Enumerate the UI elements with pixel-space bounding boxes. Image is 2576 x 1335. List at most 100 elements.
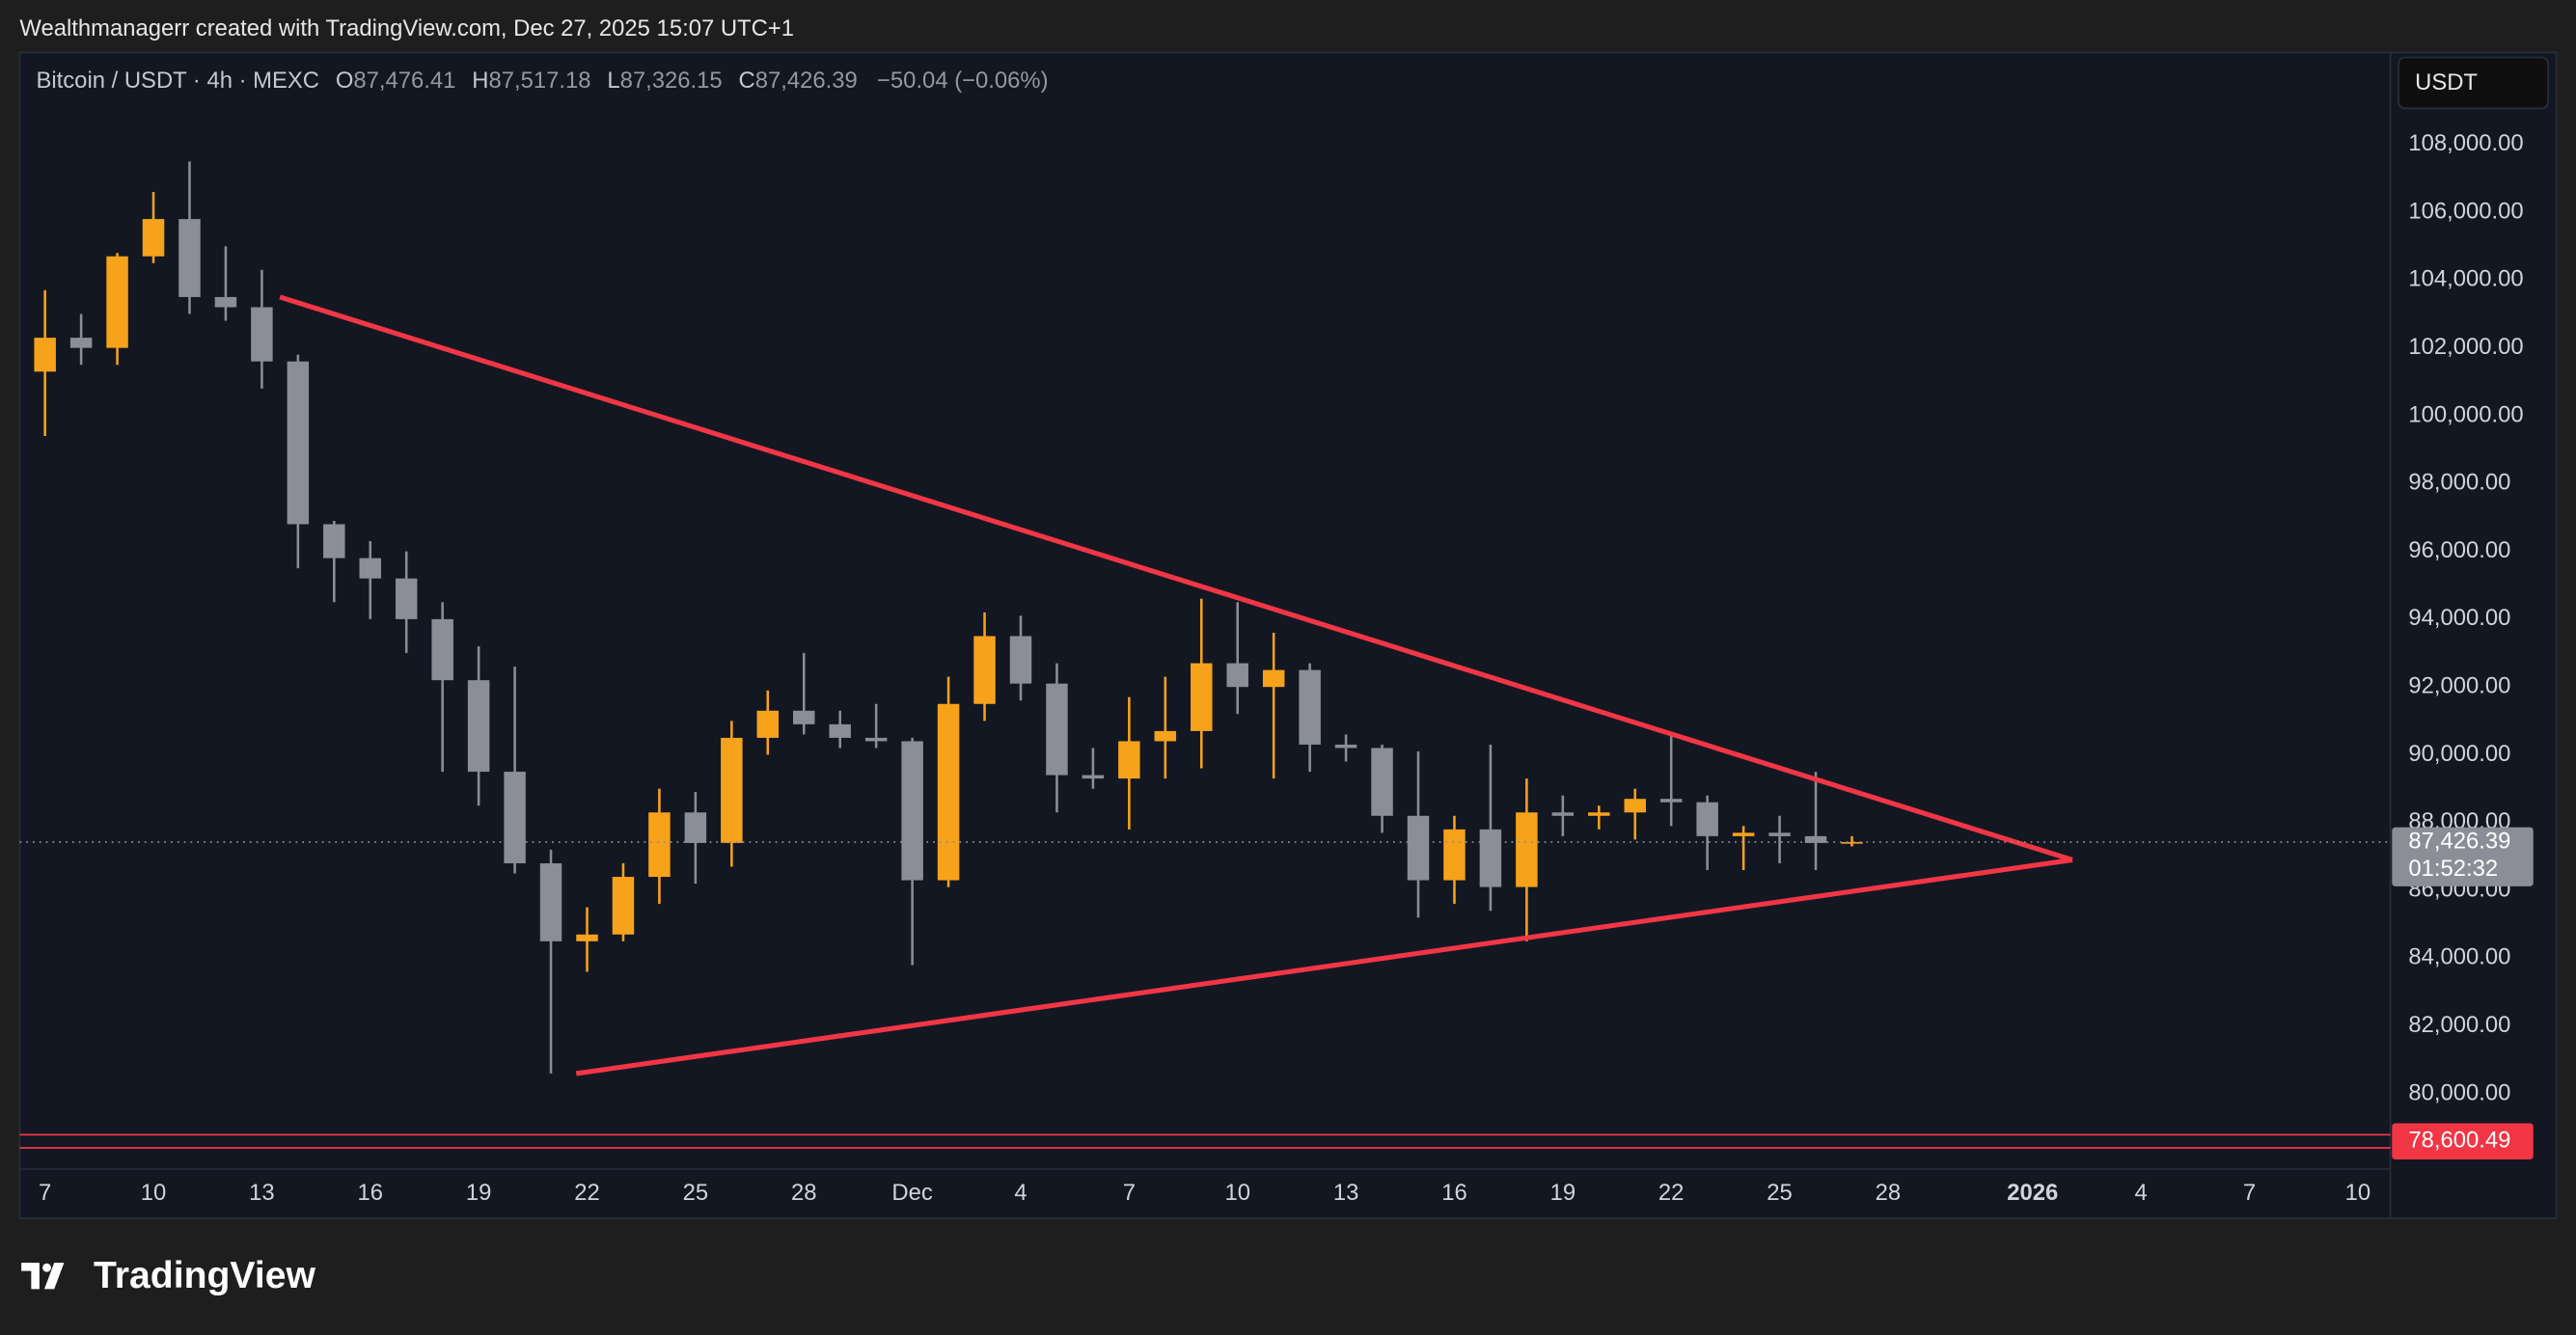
candle-body (1479, 829, 1502, 887)
x-tick-label: 10 (141, 1180, 167, 1206)
y-tick-label: 92,000.00 (2408, 672, 2510, 698)
legend: Bitcoin / USDT · 4h · MEXC O87,476.41 H8… (36, 68, 1048, 94)
last-price-countdown: 01:52:32 (2408, 856, 2498, 882)
candle-body (323, 524, 345, 559)
x-tick-label: 13 (249, 1180, 275, 1206)
legend-value: 87,476.41 (353, 68, 455, 94)
legend-value: 87,426.39 (755, 68, 858, 94)
candle-body (937, 703, 960, 881)
y-tick-label: 82,000.00 (2408, 1012, 2510, 1038)
legend-change: −50.04 (−0.06%) (877, 68, 1049, 94)
trend-line (279, 294, 2073, 862)
candle-body (69, 338, 93, 348)
last-price-label: 87,426.39 (2408, 828, 2510, 854)
y-tick-label: 102,000.00 (2408, 334, 2523, 360)
x-tick-label: 4 (1014, 1180, 1027, 1206)
candle-body (142, 219, 165, 257)
legend-label: C (739, 68, 755, 94)
x-tick-label: 7 (1123, 1180, 1136, 1206)
trend-line (575, 857, 2073, 1076)
x-tick-label: 22 (574, 1180, 600, 1206)
candle-body (1118, 741, 1140, 779)
x-tick-label: 28 (791, 1180, 817, 1206)
y-tick-label: 84,000.00 (2408, 944, 2510, 970)
candle-body (901, 741, 923, 881)
x-tick-label: 7 (39, 1180, 51, 1206)
candle-body (1551, 812, 1575, 816)
candle-body (178, 219, 201, 297)
candle-body (756, 710, 780, 738)
currency-button-box[interactable] (2398, 56, 2549, 110)
candle-body (467, 680, 490, 773)
x-tick-label: 25 (1767, 1180, 1793, 1206)
chart-pane (18, 51, 2558, 1219)
currency-button-label[interactable]: USDT (2415, 69, 2478, 95)
candle-body (214, 296, 237, 308)
candle-body (431, 618, 453, 681)
y-tick-label: 94,000.00 (2408, 605, 2510, 631)
candle-body (829, 723, 851, 738)
candle-body (395, 578, 418, 619)
plot (19, 161, 2073, 1076)
header-caption: Wealthmanagerr created with TradingView.… (19, 15, 794, 41)
y-tick-label: 104,000.00 (2408, 266, 2523, 292)
x-tick-label: 10 (2345, 1180, 2371, 1206)
candle-body (648, 812, 671, 878)
y-tick-label: 106,000.00 (2408, 198, 2523, 224)
candle-body (793, 710, 815, 724)
candle-body (1262, 669, 1285, 688)
x-tick-label: 19 (1550, 1180, 1576, 1206)
legend-label: L (607, 68, 619, 94)
candle-body (1009, 636, 1032, 684)
legend-value: 87,326.15 (620, 68, 723, 94)
candle-body (19, 296, 20, 372)
candle-body (1768, 832, 1791, 836)
candle-body (1407, 815, 1430, 881)
price-line-box (2392, 1123, 2534, 1159)
price-line-label: 78,600.49 (2408, 1128, 2510, 1154)
candle-body (1732, 832, 1755, 836)
candle-body (539, 862, 562, 941)
x-tick-label: 25 (683, 1180, 709, 1206)
candle-body (1696, 802, 1718, 836)
candle-body (1841, 841, 1863, 844)
legend-value: 87,517.18 (489, 68, 591, 94)
x-tick-label: 4 (2134, 1180, 2147, 1206)
x-tick-label: 16 (358, 1180, 384, 1206)
candle-body (1226, 663, 1248, 688)
currency-button[interactable]: USDT (2398, 56, 2549, 110)
brand-name[interactable]: TradingView (94, 1255, 315, 1296)
brand-icon[interactable] (21, 1263, 65, 1290)
candle-body (1082, 775, 1105, 779)
x-tick-label: 28 (1876, 1180, 1902, 1206)
candle-body (251, 307, 273, 362)
y-tick-label: 98,000.00 (2408, 470, 2510, 496)
candle-body (1334, 744, 1357, 749)
x-tick-label: 16 (1441, 1180, 1467, 1206)
x-tick-label: Dec (891, 1180, 932, 1206)
x-tick-label: 7 (2243, 1180, 2256, 1206)
y-tick-label: 100,000.00 (2408, 401, 2523, 427)
candle-body (721, 737, 743, 843)
brand-icon-dot[interactable] (42, 1263, 51, 1272)
candle-body (1624, 799, 1646, 813)
legend-symbol: Bitcoin / USDT · 4h · MEXC (36, 68, 319, 94)
candle-body (973, 636, 996, 704)
x-tick-label: 10 (1224, 1180, 1250, 1206)
y-tick-label: 80,000.00 (2408, 1079, 2510, 1105)
candle-body (612, 877, 635, 935)
candle-body (504, 772, 526, 863)
candle-body (684, 812, 707, 843)
candle-body (1299, 669, 1321, 745)
x-tick-label: 22 (1658, 1180, 1685, 1206)
candle-body (1516, 812, 1538, 887)
candle-body (576, 934, 598, 941)
brand-logo[interactable]: TradingView (21, 1255, 315, 1296)
candle-body (1659, 799, 1683, 803)
candle-body (1804, 835, 1827, 843)
candle-body (1588, 812, 1610, 816)
candle-body (864, 737, 888, 742)
candle-body (287, 361, 310, 525)
